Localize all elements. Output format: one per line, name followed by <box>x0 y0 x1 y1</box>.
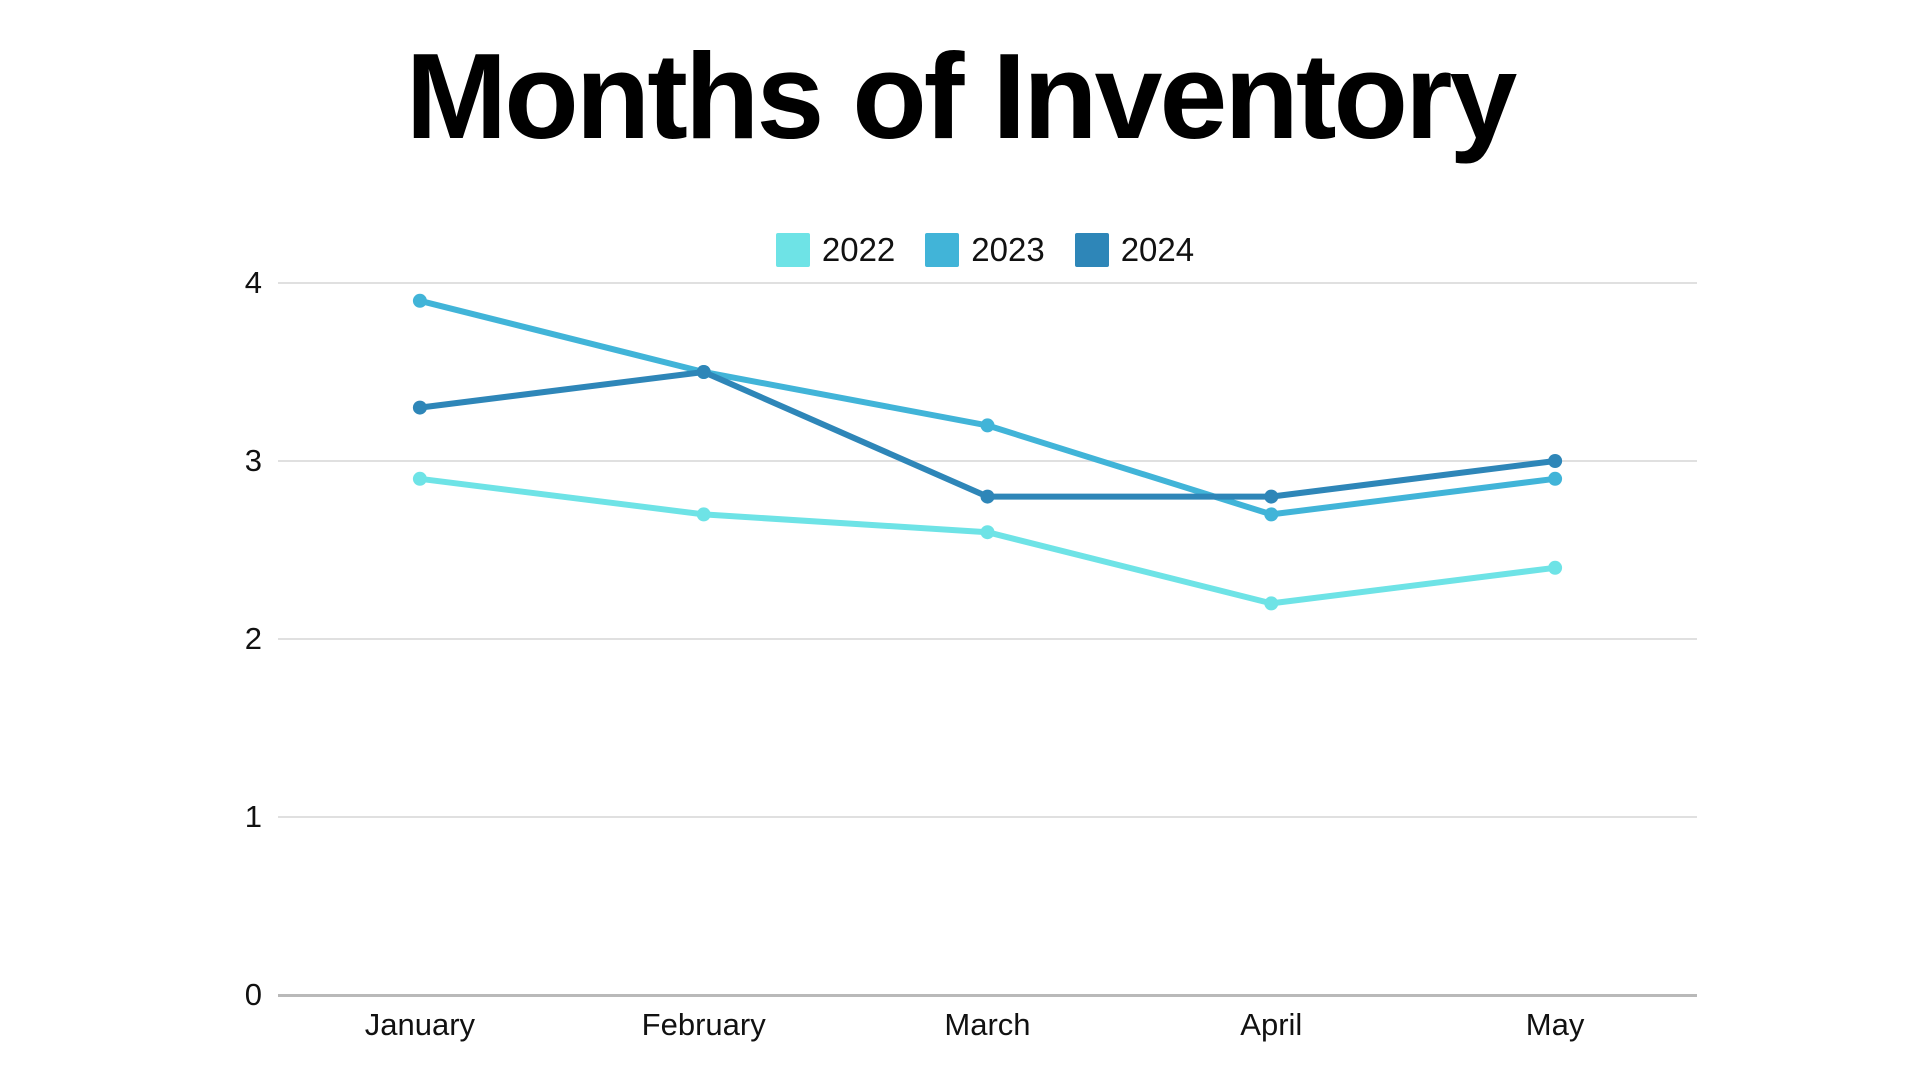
y-tick-label-1: 1 <box>244 799 262 834</box>
point-2024-march <box>980 489 995 504</box>
point-2022-may <box>1548 560 1563 575</box>
gridline-2 <box>278 638 1697 640</box>
point-2024-january <box>412 400 427 415</box>
legend: 2022 2023 2024 <box>25 231 1920 269</box>
x-tick-label-january: January <box>364 1007 476 1042</box>
y-tick-label-2: 2 <box>244 621 262 656</box>
gridline-4 <box>278 282 1697 284</box>
gridline-3 <box>278 460 1697 462</box>
point-2023-may <box>1548 471 1563 486</box>
gridline-1 <box>278 816 1697 818</box>
legend-item-2023: 2023 <box>925 231 1045 269</box>
y-tick-label-3: 3 <box>244 443 262 478</box>
point-2022-april <box>1264 596 1279 611</box>
x-tick-label-february: February <box>641 1007 766 1042</box>
legend-swatch-2023 <box>925 233 960 267</box>
x-tick-label-may: May <box>1525 1007 1585 1042</box>
legend-swatch-2024 <box>1074 233 1109 267</box>
point-2023-april <box>1264 507 1279 522</box>
legend-swatch-2022 <box>775 233 810 267</box>
x-axis-line <box>278 993 1697 997</box>
series-line-2024 <box>416 369 1559 500</box>
x-tick-label-march: March <box>944 1007 1031 1042</box>
x-tick-label-april: April <box>1240 1007 1303 1042</box>
point-2024-may <box>1548 454 1563 468</box>
point-2022-march <box>980 525 995 540</box>
point-2024-april <box>1264 489 1279 504</box>
point-2024-february <box>696 365 711 379</box>
legend-label-2023: 2023 <box>971 231 1045 268</box>
legend-label-2022: 2022 <box>821 231 896 268</box>
point-2023-march <box>980 418 995 433</box>
legend-item-2024: 2024 <box>1074 231 1195 269</box>
point-2023-january <box>412 293 427 308</box>
legend-item-2022: 2022 <box>775 231 896 269</box>
chart-title: Months of Inventory <box>405 28 1518 164</box>
point-2022-february <box>696 507 711 522</box>
y-tick-label-4: 4 <box>244 265 262 300</box>
y-tick-label-0: 0 <box>244 977 262 1012</box>
legend-label-2024: 2024 <box>1120 231 1195 268</box>
point-2022-january <box>412 471 427 486</box>
